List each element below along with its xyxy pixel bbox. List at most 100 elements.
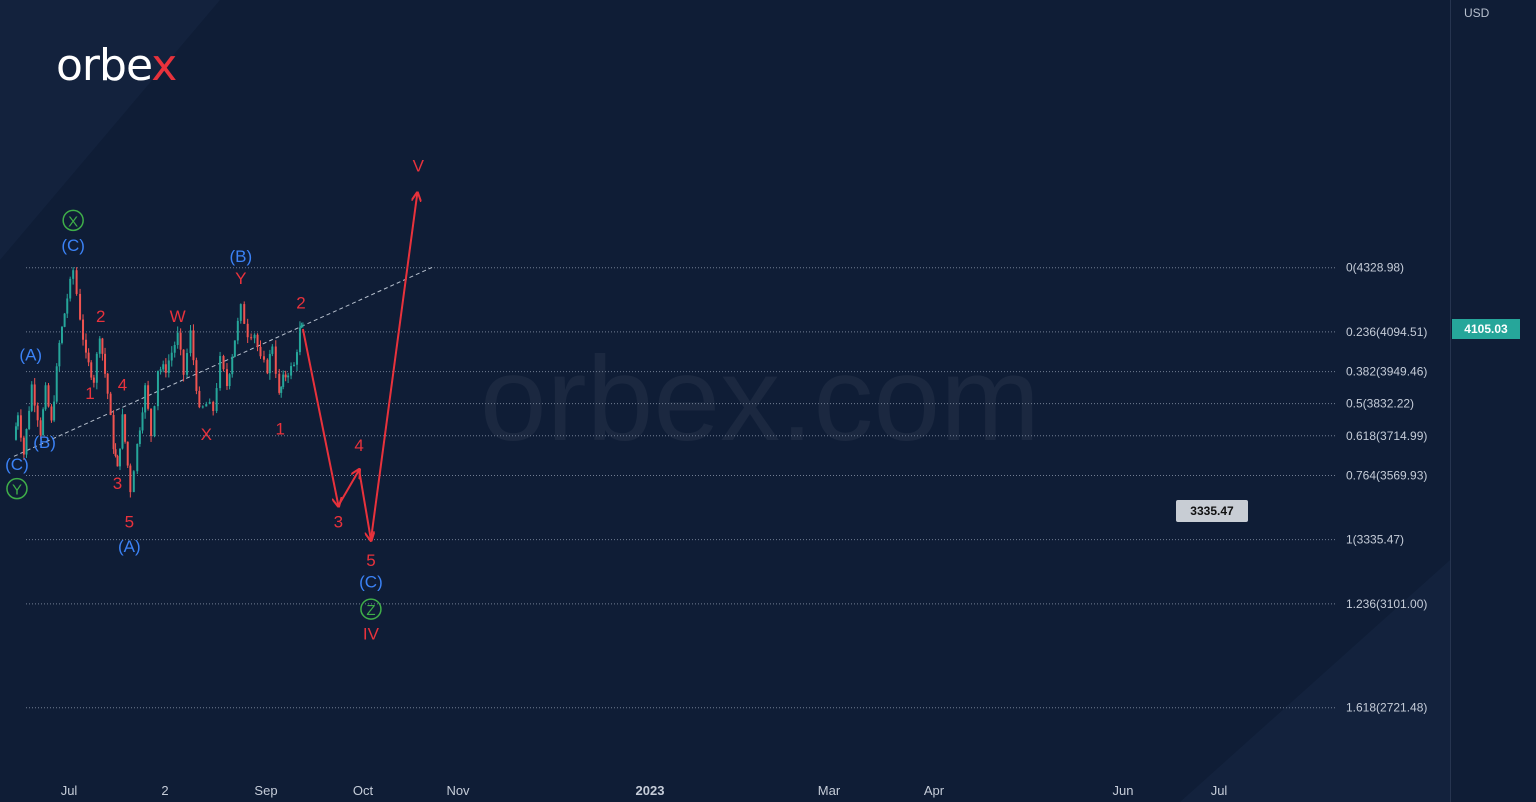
candle-body (201, 406, 204, 408)
candle-body (233, 340, 236, 357)
candle-body (250, 337, 253, 339)
candle-body (176, 332, 179, 345)
candle-body (42, 409, 45, 436)
wave-label: 5 (125, 512, 134, 531)
candle-body (179, 332, 182, 350)
candle-body (87, 352, 90, 363)
candle-body (268, 353, 271, 374)
candle-body (231, 356, 234, 375)
candle-body (95, 353, 98, 383)
candle-body (75, 270, 78, 294)
candle-body (282, 374, 285, 387)
candle-body (66, 298, 69, 314)
candle-body (239, 304, 242, 321)
candle-body (136, 443, 139, 472)
candle-body (147, 385, 150, 409)
candle-body (159, 369, 162, 371)
candle-body (138, 430, 141, 444)
candle-body (170, 352, 173, 361)
wave-label-circle (6, 477, 28, 500)
fib-level-label: 0.618(3714.99) (1346, 429, 1427, 443)
wave-label: 1 (275, 419, 284, 438)
candle-body (167, 360, 170, 373)
wave-label-circle (360, 598, 382, 620)
wave-label: (C) (5, 455, 29, 474)
candle-body (58, 342, 61, 367)
candle-body (290, 366, 293, 376)
candle-body (256, 334, 259, 347)
candle-body (126, 441, 129, 466)
x-axis-tick-label: Sep (254, 783, 277, 798)
wave-label: (B) (33, 433, 56, 452)
candle-body (182, 349, 185, 375)
candle-body (198, 390, 201, 408)
candle-body (55, 366, 58, 402)
candle-body (90, 362, 93, 378)
wave-label: Z (366, 602, 375, 619)
x-axis-tick-label: Jul (61, 783, 78, 798)
candle-body (225, 369, 228, 387)
candle-body (84, 339, 87, 353)
axis-unit-label: USD (1464, 6, 1490, 20)
wave-label: 4 (354, 436, 363, 455)
candle-body (164, 364, 167, 373)
candle-body (215, 388, 218, 411)
candle-body (156, 370, 159, 407)
candle-body (219, 356, 222, 389)
wave-label: (A) (118, 537, 141, 556)
candle-body (192, 330, 195, 361)
candle-body (60, 326, 63, 343)
candle-body (28, 410, 31, 430)
candle-body (293, 364, 296, 367)
wave-label: 3 (113, 474, 122, 493)
candle-body (22, 437, 25, 455)
candle-body (124, 414, 127, 442)
target-price-callout: 3335.47 (1176, 500, 1248, 522)
wave-label: (C) (61, 236, 85, 255)
wave-label-circle (62, 209, 84, 232)
candle-body (19, 415, 22, 438)
x-axis-tick-label: Apr (924, 783, 945, 798)
fib-level-label: 1.618(2721.48) (1346, 701, 1427, 715)
candle-body (16, 415, 19, 427)
candle-body (82, 319, 85, 340)
price-axis[interactable] (1450, 0, 1536, 802)
candle-body (298, 327, 301, 353)
candle-body (33, 384, 36, 406)
candle-body (284, 374, 287, 378)
wave-label: 3 (334, 512, 343, 531)
watermark-text: orbex.com (480, 332, 1040, 466)
wave-label: (B) (229, 247, 252, 266)
candle-body (300, 325, 303, 328)
candle-body (30, 384, 33, 411)
fib-level-label: 1(3335.47) (1346, 533, 1404, 547)
candle-body (36, 405, 39, 421)
candle-body (271, 346, 274, 354)
candle-body (280, 386, 283, 393)
candle-body (153, 406, 156, 436)
candle-body (301, 324, 304, 326)
candle-body (253, 334, 256, 339)
wave-label: V (413, 157, 425, 176)
candle-body (69, 278, 72, 299)
candle-body (98, 338, 101, 354)
x-axis-tick-label: Jul (1211, 783, 1228, 798)
wave-label: 1 (85, 384, 94, 403)
candle-body (162, 364, 165, 370)
candle-body (274, 346, 277, 374)
fib-level-label: 0(4328.98) (1346, 261, 1404, 275)
forecast-segment (358, 469, 371, 540)
candle-body (109, 393, 112, 416)
candle-body (208, 401, 211, 404)
candle-body (150, 408, 153, 436)
candle-body (173, 344, 176, 353)
x-axis-tick-label: 2023 (636, 783, 665, 798)
candle-body (104, 353, 107, 374)
candle-body (44, 385, 47, 410)
current-price-tag: 4105.03 (1452, 319, 1520, 339)
candle-body (266, 359, 269, 374)
candle-body (53, 401, 56, 421)
wave-label: 2 (296, 293, 305, 312)
candle-body (47, 385, 50, 407)
